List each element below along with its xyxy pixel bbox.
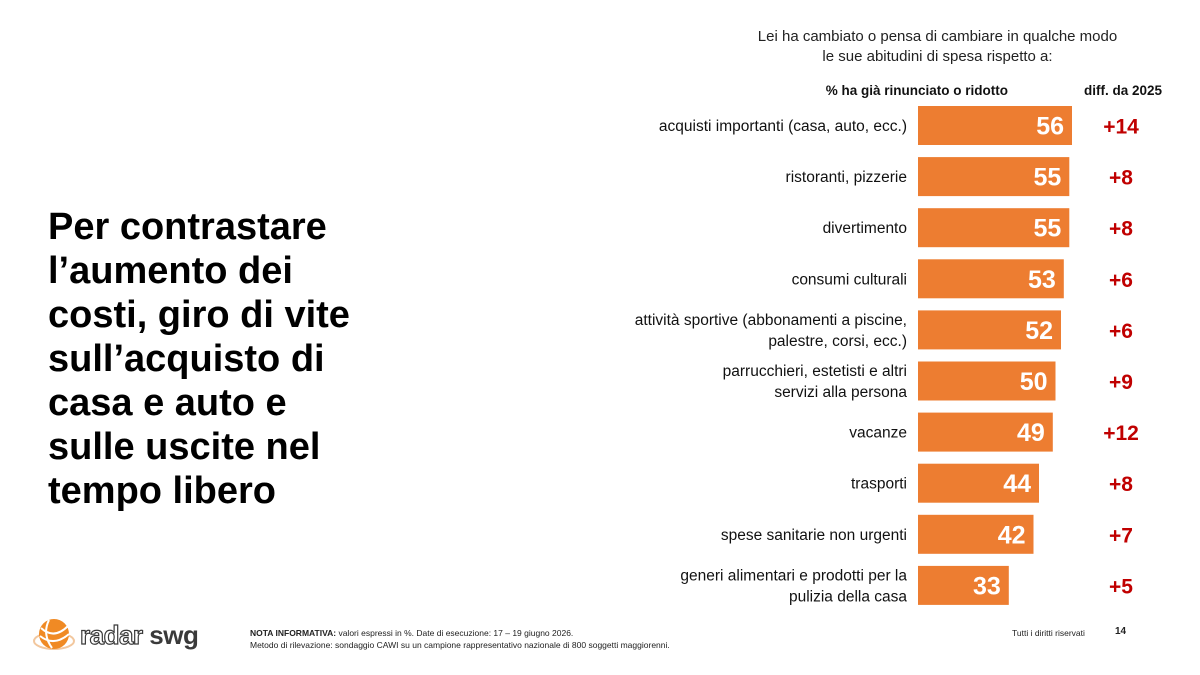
diff-label: +14 <box>1103 116 1139 139</box>
bar <box>918 514 1034 554</box>
category-label-line: attività sportive (abbonamenti a piscine… <box>635 312 907 329</box>
bar-value-label: 33 <box>973 572 1001 600</box>
survey-question: Lei ha cambiato o pensa di cambiare in q… <box>680 27 1195 67</box>
bar-value-label: 56 <box>1036 113 1064 141</box>
diff-label: +5 <box>1109 575 1133 598</box>
category-label: consumi culturali <box>792 271 907 288</box>
bar-value-label: 42 <box>998 521 1026 549</box>
bar <box>918 565 1009 605</box>
category-label: acquisti importanti (casa, auto, ecc.) <box>659 118 907 135</box>
bar <box>918 208 1070 248</box>
radar-globe-icon <box>33 619 75 650</box>
headline-line: sulle uscite nel <box>48 426 321 468</box>
methodology-note: NOTA INFORMATIVA: valori espressi in %. … <box>250 627 870 651</box>
category-label-line: servizi alla persona <box>774 384 907 401</box>
bar-value-label: 50 <box>1020 368 1048 396</box>
survey-question-line: Lei ha cambiato o pensa di cambiare in q… <box>757 28 1118 45</box>
category-label-line: ristoranti, pizzerie <box>786 169 907 186</box>
headline-line: l’aumento dei <box>48 250 293 292</box>
category-label: ristoranti, pizzerie <box>786 169 907 186</box>
logo-word-swg: swg <box>149 620 199 650</box>
headline-line: sull’acquisto di <box>48 338 325 380</box>
category-label-line: palestre, corsi, ecc.) <box>768 333 907 350</box>
category-label-line: trasporti <box>851 476 907 493</box>
category-label-line: consumi culturali <box>792 271 907 288</box>
diff-label: +8 <box>1109 167 1133 190</box>
bar-value-label: 49 <box>1017 419 1045 447</box>
diff-column-header: diff. da 2025 <box>1083 83 1163 98</box>
copyright-notice: Tutti i diritti riservati <box>1012 628 1085 638</box>
bar <box>918 310 1061 350</box>
note-text-1: valori espressi in %. Date di esecuzione… <box>336 628 574 638</box>
radar-swg-logo: radar swg <box>32 614 222 658</box>
logo-wordmark: radar swg <box>79 619 199 650</box>
diff-label: +9 <box>1109 371 1133 394</box>
category-label: generi alimentari e prodotti per la puliz… <box>680 567 907 605</box>
headline-line: costi, giro di vite <box>48 294 350 336</box>
diff-label: +7 <box>1109 524 1133 547</box>
note-line-1: NOTA INFORMATIVA: valori espressi in %. … <box>250 627 870 639</box>
category-label: divertimento <box>823 220 907 237</box>
bar-value-label: 55 <box>1033 164 1061 192</box>
diff-label: +6 <box>1109 320 1133 343</box>
diff-label: +6 <box>1109 269 1133 292</box>
page-number: 14 <box>1115 626 1127 637</box>
bar <box>918 361 1056 401</box>
bar-value-label: 52 <box>1025 317 1053 345</box>
bar <box>918 157 1070 197</box>
bar-value-label: 55 <box>1033 215 1061 243</box>
headline: Per contrastare l’aumento dei costi, gir… <box>48 205 468 513</box>
diff-label: +8 <box>1109 218 1133 241</box>
logo-word-radar: radar <box>79 619 143 650</box>
bar <box>918 259 1064 299</box>
category-label-line: spese sanitarie non urgenti <box>721 527 907 544</box>
category-label: attività sportive (abbonamenti a piscine… <box>635 312 907 350</box>
category-label-line: divertimento <box>823 220 907 237</box>
headline-line: Per contrastare <box>48 206 327 248</box>
diff-label: +12 <box>1103 422 1139 445</box>
category-label: vacanze <box>849 425 907 442</box>
survey-question-line: le sue abitudini di spesa rispetto a: <box>822 48 1053 65</box>
note-line-2: Metodo di rilevazione: sondaggio CAWI su… <box>250 640 670 650</box>
category-label-line: generi alimentari e prodotti per la <box>680 567 907 584</box>
category-label-line: parrucchieri, estetisti e altri <box>723 363 907 380</box>
category-label: trasporti <box>851 476 907 493</box>
note-label: NOTA INFORMATIVA: <box>250 628 337 638</box>
diff-label: +8 <box>1109 473 1133 496</box>
value-column-header: % ha già rinunciato o ridotto <box>825 83 1008 98</box>
headline-line: casa e auto e <box>48 382 287 424</box>
category-label-line: pulizia della casa <box>789 588 907 605</box>
bar <box>918 463 1039 503</box>
bar <box>918 412 1053 452</box>
category-label: parrucchieri, estetisti e altri servizi a… <box>723 363 908 401</box>
category-label-line: acquisti importanti (casa, auto, ecc.) <box>659 118 907 135</box>
bar <box>918 106 1072 145</box>
category-label-line: vacanze <box>849 425 907 442</box>
category-label: spese sanitarie non urgenti <box>721 527 907 544</box>
headline-line: tempo libero <box>48 470 277 512</box>
bar-value-label: 44 <box>1003 470 1031 498</box>
bar-value-label: 53 <box>1028 266 1056 294</box>
